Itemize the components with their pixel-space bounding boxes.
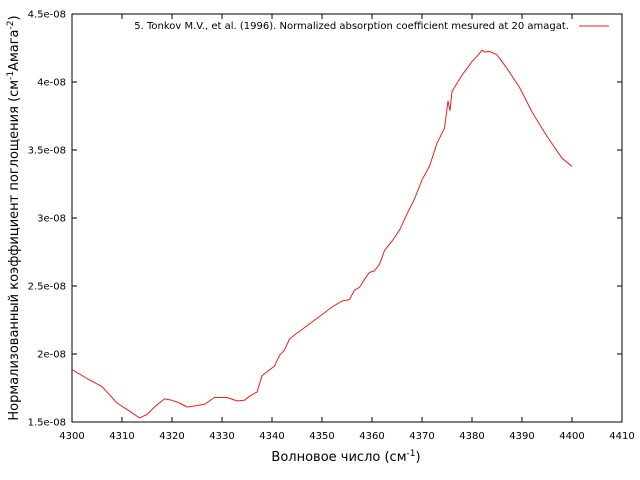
x-tick-label: 4340 xyxy=(259,431,284,442)
x-tick-label: 4320 xyxy=(159,431,184,442)
x-axis-title: Волновое число (см-1) xyxy=(271,449,420,465)
x-tick-label: 4350 xyxy=(309,431,334,442)
x-tick-label: 4370 xyxy=(409,431,434,442)
series-line xyxy=(71,49,573,419)
x-tick-label: 4380 xyxy=(459,431,484,442)
legend-label: 5. Tonkov M.V., et al. (1996). Normalize… xyxy=(134,21,569,32)
x-tick-label: 4410 xyxy=(609,431,634,442)
y-axis-ticks: 1.5e-08 2e-08 2.5e-08 3e-08 3.5e-08 4e-08 4.5e… xyxy=(28,10,622,429)
y-tick-label: 2.5e-08 xyxy=(28,282,66,293)
x-tick-label: 4310 xyxy=(109,431,134,442)
y-tick-label: 2e-08 xyxy=(37,350,66,361)
y-tick-label: 3.5e-08 xyxy=(28,146,66,157)
x-tick-label: 4360 xyxy=(359,431,384,442)
series-layer xyxy=(71,49,573,419)
x-tick-label: 4400 xyxy=(559,431,584,442)
x-tick-label: 4390 xyxy=(509,431,534,442)
y-tick-label: 1.5e-08 xyxy=(28,418,66,429)
y-tick-label: 4.5e-08 xyxy=(28,10,66,21)
y-tick-label: 4e-08 xyxy=(37,78,66,89)
y-tick-label: 3e-08 xyxy=(37,214,66,225)
x-tick-label: 4330 xyxy=(209,431,234,442)
y-axis-title: Нормализованный коэффициент поглощения (… xyxy=(6,15,22,420)
x-axis-ticks: 4300 4310 4320 4330 4340 4350 4360 4370 4380 4390… xyxy=(59,14,635,442)
plot-area-frame xyxy=(71,13,623,423)
x-tick-label: 4300 xyxy=(59,431,84,442)
legend: 5. Tonkov M.V., et al. (1996). Normalize… xyxy=(134,21,609,32)
